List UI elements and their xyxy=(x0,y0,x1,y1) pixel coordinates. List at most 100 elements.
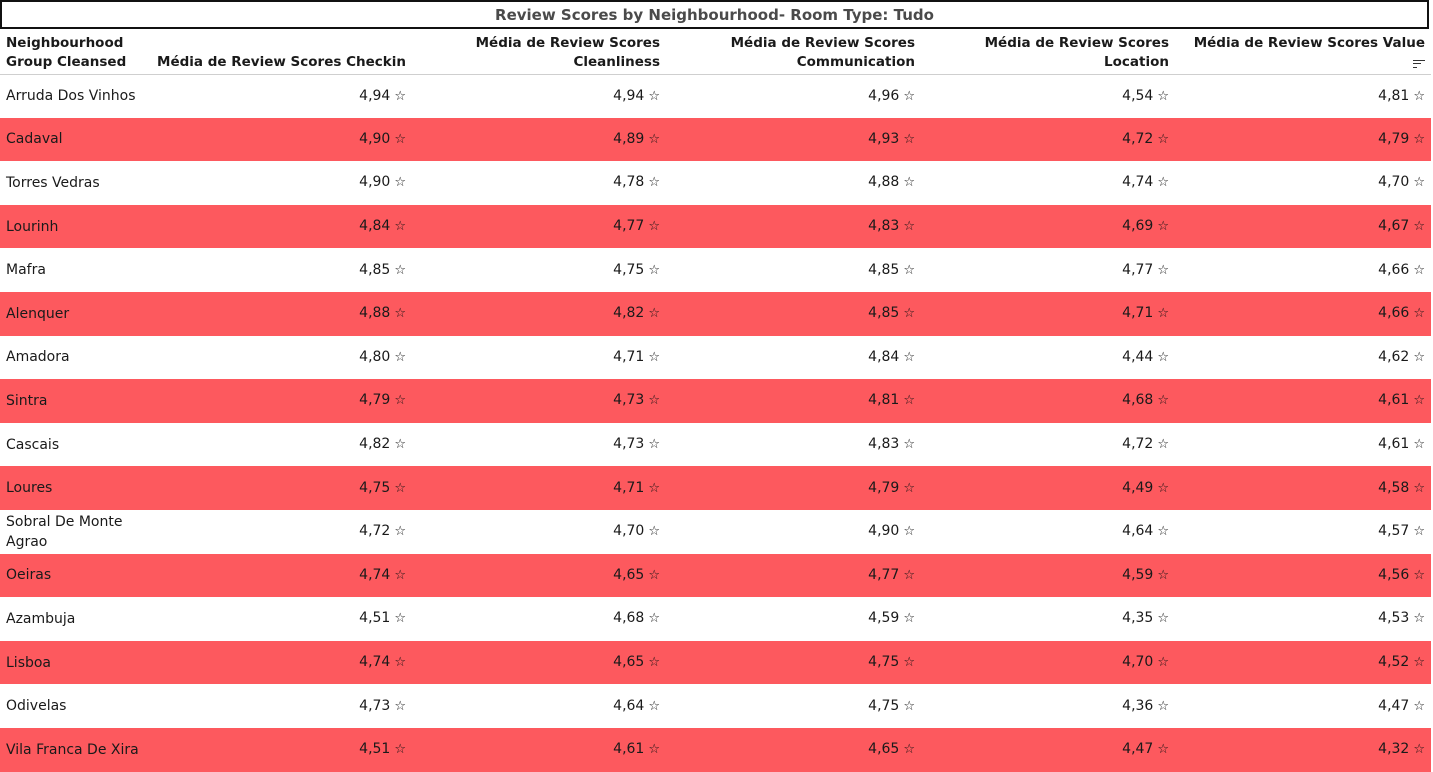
cleanliness-score-value: 4,77 xyxy=(613,218,645,235)
location-score-value: 4,47 xyxy=(1122,741,1154,758)
cleanliness-score-cell: 4,82 ☆ xyxy=(412,291,666,336)
checkin-score-cell: 4,79 ☆ xyxy=(150,379,412,423)
column-header-label: Média de Review Scores Checkin xyxy=(157,53,406,70)
star-icon: ☆ xyxy=(1157,349,1169,365)
star-icon: ☆ xyxy=(394,175,406,191)
star-icon: ☆ xyxy=(648,219,660,235)
table-row[interactable]: Mafra 4,85 ☆ 4,75 ☆ 4,85 ☆ 4,77 ☆ 4,66 ☆ xyxy=(0,248,1431,292)
table-row[interactable]: Sobral De Monte Agrao 4,72 ☆ 4,70 ☆ 4,90 ☆ 4,64… xyxy=(0,510,1431,554)
star-icon: ☆ xyxy=(903,742,915,758)
value-score-value: 4,32 xyxy=(1378,741,1410,758)
location-score-value: 4,77 xyxy=(1122,261,1154,278)
cleanliness-score-value: 4,65 xyxy=(613,654,645,671)
value-score-value: 4,56 xyxy=(1378,566,1410,583)
communication-score-cell: 4,59 ☆ xyxy=(666,597,921,641)
star-icon: ☆ xyxy=(1157,219,1169,235)
cleanliness-score-value: 4,70 xyxy=(613,523,645,540)
location-score-cell: 4,44 ☆ xyxy=(921,336,1175,380)
star-icon: ☆ xyxy=(903,306,915,322)
column-header-location[interactable]: Média de Review Scores Location xyxy=(921,33,1175,75)
checkin-score-value: 4,80 xyxy=(359,348,391,365)
location-score-cell: 4,54 ☆ xyxy=(921,74,1175,118)
communication-score-cell: 4,84 ☆ xyxy=(666,336,921,380)
star-icon: ☆ xyxy=(903,393,915,409)
location-score-value: 4,35 xyxy=(1122,610,1154,627)
star-icon: ☆ xyxy=(394,437,406,453)
star-icon: ☆ xyxy=(648,349,660,365)
checkin-score-cell: 4,73 ☆ xyxy=(150,684,412,728)
table-row[interactable]: Vila Franca De Xira 4,51 ☆ 4,61 ☆ 4,65 ☆ 4,47 ☆ 4… xyxy=(0,727,1431,772)
column-header-neighbourhood[interactable]: Neighbourhood Group Cleansed xyxy=(0,33,150,75)
column-header-checkin[interactable]: Média de Review Scores Checkin xyxy=(150,33,412,75)
checkin-score-value: 4,79 xyxy=(359,392,391,409)
column-header-value[interactable]: Média de Review Scores Value xyxy=(1175,33,1431,75)
cleanliness-score-value: 4,89 xyxy=(613,130,645,147)
star-icon: ☆ xyxy=(1157,175,1169,191)
star-icon: ☆ xyxy=(1157,88,1169,104)
checkin-score-value: 4,88 xyxy=(359,305,391,322)
sort-descending-icon[interactable] xyxy=(1413,59,1425,69)
table-row[interactable]: Amadora 4,80 ☆ 4,71 ☆ 4,84 ☆ 4,44 ☆ 4,62 ☆ xyxy=(0,336,1431,380)
star-icon: ☆ xyxy=(1413,131,1425,147)
communication-score-value: 4,65 xyxy=(868,741,900,758)
star-icon: ☆ xyxy=(1157,742,1169,758)
location-score-value: 4,44 xyxy=(1122,348,1154,365)
table-row[interactable]: Lourinh 4,84 ☆ 4,77 ☆ 4,83 ☆ 4,69 ☆ 4,67 ☆ xyxy=(0,204,1431,249)
table-row[interactable]: Odivelas 4,73 ☆ 4,64 ☆ 4,75 ☆ 4,36 ☆ 4,47 ☆ xyxy=(0,684,1431,728)
checkin-score-cell: 4,82 ☆ xyxy=(150,423,412,467)
value-score-cell: 4,58 ☆ xyxy=(1175,466,1431,510)
table-row[interactable]: Oeiras 4,74 ☆ 4,65 ☆ 4,77 ☆ 4,59 ☆ 4,56 ☆ xyxy=(0,553,1431,598)
value-score-cell: 4,52 ☆ xyxy=(1175,640,1431,685)
star-icon: ☆ xyxy=(1413,742,1425,758)
star-icon: ☆ xyxy=(903,175,915,191)
cleanliness-score-value: 4,71 xyxy=(613,348,645,365)
neighbourhood-cell: Mafra xyxy=(6,262,46,279)
table-row[interactable]: Cadaval 4,90 ☆ 4,89 ☆ 4,93 ☆ 4,72 ☆ 4,79 ☆ xyxy=(0,117,1431,162)
column-header-communication[interactable]: Média de Review Scores Communication xyxy=(666,33,921,75)
cleanliness-score-value: 4,73 xyxy=(613,436,645,453)
location-score-cell: 4,77 ☆ xyxy=(921,248,1175,292)
table-row[interactable]: Alenquer 4,88 ☆ 4,82 ☆ 4,85 ☆ 4,71 ☆ 4,66 ☆ xyxy=(0,291,1431,336)
star-icon: ☆ xyxy=(903,437,915,453)
star-icon: ☆ xyxy=(648,611,660,627)
star-icon: ☆ xyxy=(394,655,406,671)
column-header-label: Média de Review Scores Cleanliness xyxy=(475,34,660,70)
cleanliness-score-value: 4,82 xyxy=(613,305,645,322)
value-score-value: 4,53 xyxy=(1378,610,1410,627)
neighbourhood-cell: Odivelas xyxy=(6,698,67,715)
communication-score-value: 4,83 xyxy=(868,218,900,235)
cleanliness-score-cell: 4,64 ☆ xyxy=(412,684,666,728)
value-score-cell: 4,47 ☆ xyxy=(1175,684,1431,728)
location-score-value: 4,70 xyxy=(1122,654,1154,671)
column-header-cleanliness[interactable]: Média de Review Scores Cleanliness xyxy=(412,33,666,75)
neighbourhood-cell: Torres Vedras xyxy=(6,174,100,191)
star-icon: ☆ xyxy=(394,524,406,540)
value-score-cell: 4,53 ☆ xyxy=(1175,597,1431,641)
cleanliness-score-value: 4,68 xyxy=(613,610,645,627)
value-score-cell: 4,32 ☆ xyxy=(1175,727,1431,772)
star-icon: ☆ xyxy=(394,131,406,147)
cleanliness-score-cell: 4,73 ☆ xyxy=(412,423,666,467)
communication-score-value: 4,83 xyxy=(868,436,900,453)
table-row[interactable]: Torres Vedras 4,90 ☆ 4,78 ☆ 4,88 ☆ 4,74 ☆ 4,70 ☆ xyxy=(0,161,1431,205)
value-score-cell: 4,56 ☆ xyxy=(1175,553,1431,598)
neighbourhood-cell: Oeiras xyxy=(0,553,150,598)
table-row[interactable]: Sintra 4,79 ☆ 4,73 ☆ 4,81 ☆ 4,68 ☆ 4,61 ☆ xyxy=(0,379,1431,423)
cleanliness-score-cell: 4,65 ☆ xyxy=(412,553,666,598)
communication-score-value: 4,81 xyxy=(868,392,900,409)
star-icon: ☆ xyxy=(1157,393,1169,409)
communication-score-value: 4,59 xyxy=(868,610,900,627)
cleanliness-score-cell: 4,73 ☆ xyxy=(412,379,666,423)
neighbourhood-cell: Cascais xyxy=(6,436,60,453)
star-icon: ☆ xyxy=(394,88,406,104)
table-row[interactable]: Cascais 4,82 ☆ 4,73 ☆ 4,83 ☆ 4,72 ☆ 4,61 ☆ xyxy=(0,423,1431,467)
communication-score-cell: 4,79 ☆ xyxy=(666,466,921,510)
star-icon: ☆ xyxy=(394,306,406,322)
table-row[interactable]: Loures 4,75 ☆ 4,71 ☆ 4,79 ☆ 4,49 ☆ 4,58 ☆ xyxy=(0,466,1431,510)
location-score-cell: 4,72 ☆ xyxy=(921,423,1175,467)
table-row[interactable]: Lisboa 4,74 ☆ 4,65 ☆ 4,75 ☆ 4,70 ☆ 4,52 ☆ xyxy=(0,640,1431,685)
communication-score-cell: 4,88 ☆ xyxy=(666,161,921,205)
star-icon: ☆ xyxy=(394,742,406,758)
table-row[interactable]: Azambuja 4,51 ☆ 4,68 ☆ 4,59 ☆ 4,35 ☆ 4,53 ☆ xyxy=(0,597,1431,641)
table-row[interactable]: Arruda Dos Vinhos 4,94 ☆ 4,94 ☆ 4,96 ☆ 4,54 ☆ 4,8… xyxy=(0,74,1431,118)
